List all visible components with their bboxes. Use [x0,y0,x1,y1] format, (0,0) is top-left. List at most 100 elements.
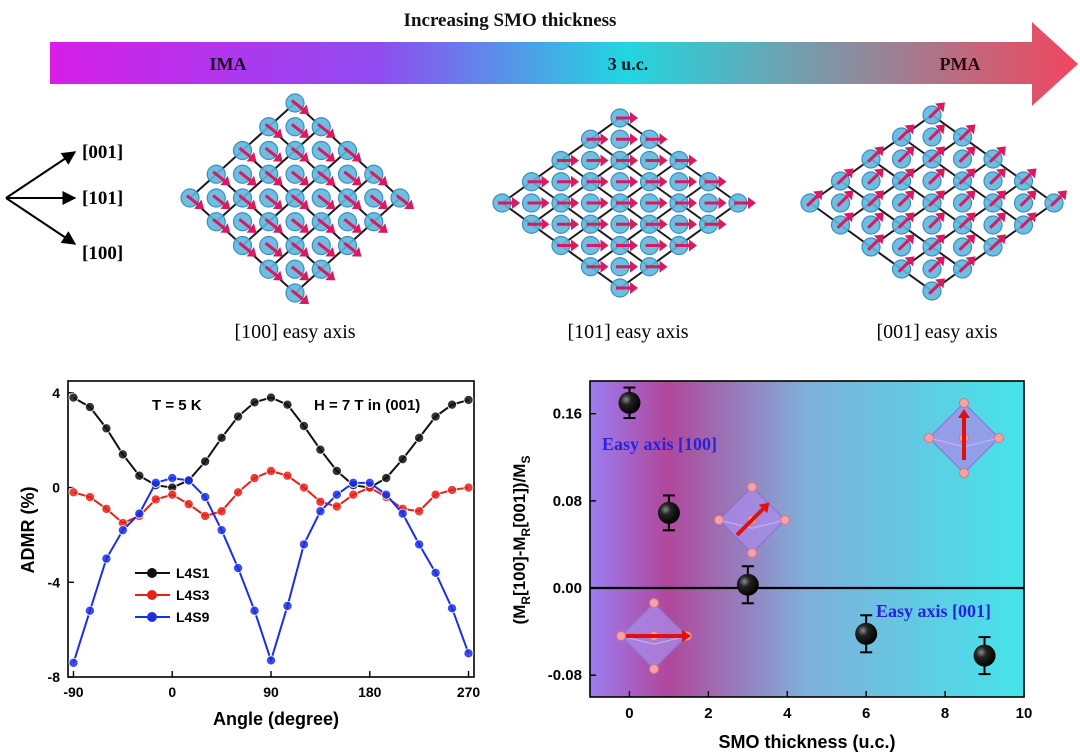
data-ball [855,622,878,645]
data-ball [657,501,680,524]
spin-site [580,257,609,277]
spin-arrow-stem [806,194,819,207]
spin-arrow-stem [958,216,971,229]
spin-site [337,212,362,233]
spin-arrow-stem [1019,216,1032,229]
spin-arrow-stem [317,265,330,277]
spin-site [669,193,697,213]
admr-point-L4S3 [183,499,194,510]
spin-arrow [965,146,976,157]
admr-legend-marker [147,612,157,622]
spin-arrow [600,218,609,231]
spin-arrow [325,199,336,210]
admr-point-L4S9 [216,525,227,536]
spin-site [551,214,579,234]
spin-site [610,278,638,298]
octahedra-illustrations [616,398,1004,674]
lattice-caption-100: [100] easy axis [234,321,355,343]
moment-arrowhead [958,409,970,418]
admr-y-tick-label: 4 [52,385,60,401]
spin-site [232,212,257,233]
spin-site [311,259,336,281]
spin-site [891,124,915,147]
spin-arrow [351,223,362,233]
admr-point-L4S3 [216,506,227,517]
spin-arrow [299,104,310,115]
spin-site [861,212,884,235]
spin-arrow [351,175,362,186]
data-ball [973,644,996,667]
spin-arrow-stem [290,194,304,206]
admr-point-L4S3 [101,503,112,514]
spin-arrow [630,112,638,124]
spin-arrow [272,247,283,257]
admr-point-L4S9 [397,508,408,519]
spin-site [922,190,945,213]
spin-site [232,188,257,210]
admr-point-L4S9 [101,553,112,564]
spin-arrow-stem [958,194,971,207]
remanence-x-tick-label: 2 [704,705,712,722]
spin-arrow [541,218,550,231]
spin-arrow [935,190,945,201]
spin-site [551,150,579,171]
admr-point-L4S1 [282,399,293,410]
admr-point-L4S9 [414,539,425,550]
remanence-points [618,386,996,676]
admr-annotation-temp: T = 5 K [152,397,202,414]
spin-site [669,150,697,171]
spin-arrow [299,128,310,138]
spin-arrow [325,152,336,162]
oxygen-atom [959,398,969,408]
spin-arrow [689,175,697,188]
spin-site [639,172,668,192]
spin-site [922,102,945,125]
spin-site [285,140,310,162]
spin-arrow [1026,190,1037,201]
admr-point-L4S3 [167,489,178,500]
admr-legend: L4S1 L4S3 L4S9 [135,565,210,625]
spin-arrow [571,218,579,231]
spin-site [337,164,362,186]
admr-point-L4S9 [117,525,128,536]
spin-arrow-stem [958,260,971,273]
spin-site [311,164,336,186]
annotation-easy-axis-001: Easy axis [001] [876,601,991,621]
spin-site [861,234,884,257]
spin-site [521,193,550,213]
spin-arrow [600,154,609,167]
spin-site [285,93,310,115]
spin-arrow-stem [867,150,880,163]
spin-arrow-stem [212,170,225,182]
oxygen-atom [649,598,659,608]
spin-arrow-stem [395,194,409,206]
spin-site [285,164,310,186]
admr-point-L4S3 [463,482,474,493]
spin-arrow-stem [928,282,941,295]
spin-arrow-stem [290,146,304,158]
spin-arrow [246,199,257,210]
admr-point-L4S9 [150,477,161,488]
admr-point-L4S3 [282,470,293,481]
spin-arrow-stem [317,123,330,135]
spin-site [922,234,945,257]
spin-arrow-stem [264,241,278,253]
spin-arrow [351,152,362,162]
spin-arrow [874,212,884,223]
spin-site [337,235,362,257]
spin-arrow [689,197,697,209]
spin-site [580,150,609,171]
spin-arrow [965,212,976,223]
spin-site [830,190,854,213]
lattice-caption-001: [001] easy axis [876,321,997,343]
admr-point-L4S3 [348,489,359,500]
spin-site [698,214,727,234]
spin-arrow [996,234,1006,245]
spin-arrow [996,212,1006,223]
oxygen-atom [747,548,757,558]
spin-arrow-stem [989,216,1002,229]
spin-site [891,146,915,169]
spin-arrow [659,239,668,252]
spin-arrow [351,247,362,257]
admr-point-L4S1 [430,411,441,422]
